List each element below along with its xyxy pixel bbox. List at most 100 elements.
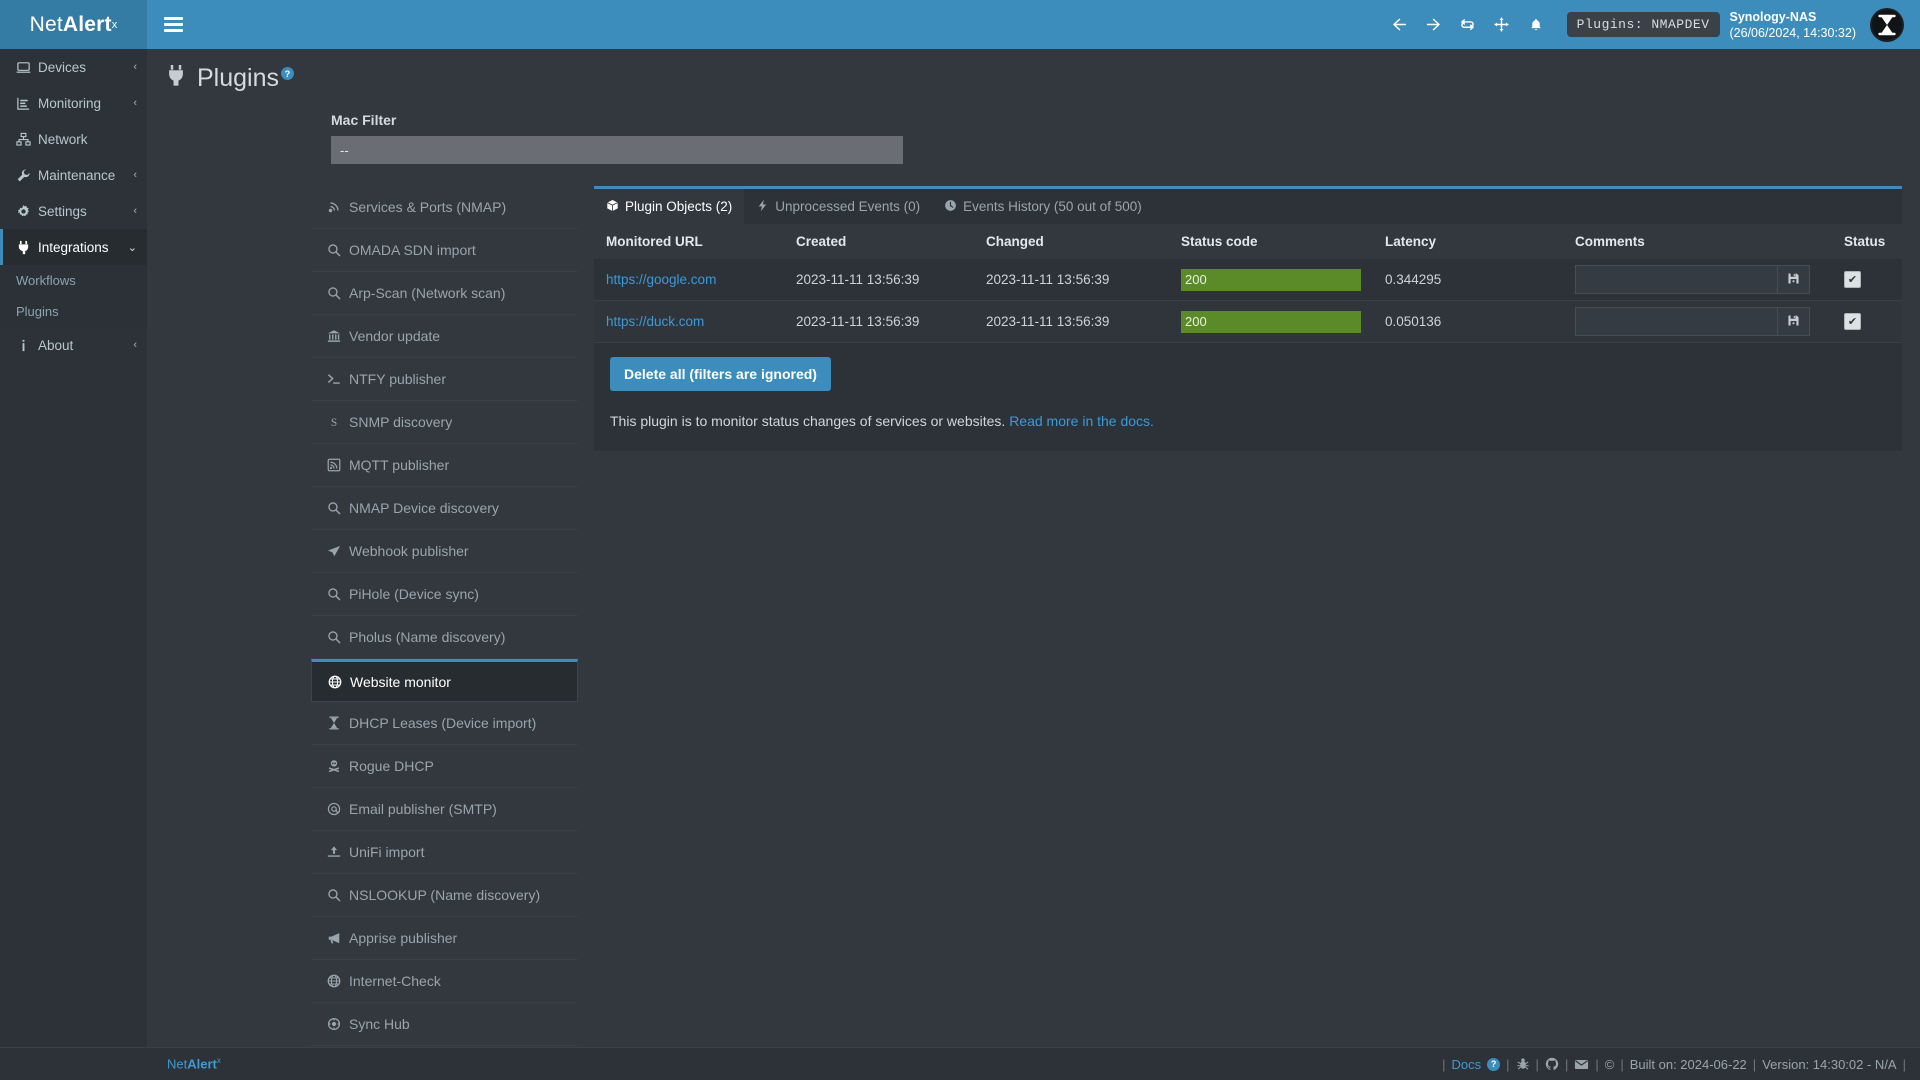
delete-all-button[interactable]: Delete all (filters are ignored)	[610, 357, 831, 391]
body-wrapper: Devices ‹ Monitoring ‹ Network Maintenan…	[0, 49, 1920, 1047]
list-item[interactable]: OMADA SDN import	[311, 229, 578, 272]
comment-input[interactable]	[1575, 307, 1777, 336]
list-item[interactable]: DHCP Leases (Device import)	[311, 702, 578, 745]
at-icon	[327, 802, 349, 816]
sidebar-item-settings[interactable]: Settings ‹	[0, 193, 147, 229]
list-item[interactable]: Pholus (Name discovery)	[311, 616, 578, 659]
list-item[interactable]: Sync Hub	[311, 1003, 578, 1046]
list-item[interactable]: NSLOOKUP (Name discovery)	[311, 874, 578, 917]
copyright-icon[interactable]: ©	[1604, 1056, 1615, 1072]
cell-status: ✔	[1832, 300, 1902, 343]
column-status-code[interactable]: Status code	[1169, 224, 1373, 259]
search-icon	[327, 286, 349, 300]
list-item[interactable]: MQTT publisher	[311, 444, 578, 487]
list-item-label: Services & Ports (NMAP)	[349, 199, 507, 215]
sidebar-item-about[interactable]: About ‹	[0, 327, 147, 363]
move-icon[interactable]	[1485, 0, 1519, 49]
sidebar-item-label: Network	[38, 131, 88, 147]
bolt-icon	[756, 199, 769, 215]
column-comments[interactable]: Comments	[1563, 224, 1832, 259]
sidebar-item-maintenance[interactable]: Maintenance ‹	[0, 157, 147, 193]
brand-logo[interactable]: Net Alert x	[0, 0, 147, 49]
brand-alert: Alert	[62, 12, 112, 36]
monitored-url-link[interactable]: https://duck.com	[606, 314, 705, 329]
arrow-left-icon[interactable]	[1383, 0, 1417, 49]
help-badge[interactable]: ?	[281, 67, 294, 81]
arrow-right-icon[interactable]	[1417, 0, 1451, 49]
status-checkbox[interactable]: ✔	[1844, 313, 1861, 330]
list-item-label: Arp-Scan (Network scan)	[349, 285, 506, 301]
list-item[interactable]: Internet-Check	[311, 960, 578, 1003]
cell-comments	[1563, 259, 1832, 301]
list-item[interactable]: Rogue DHCP	[311, 745, 578, 788]
plugin-detail-panel: Plugin Objects (2) Unprocessed Events (0…	[594, 186, 1902, 451]
status-checkbox[interactable]: ✔	[1844, 271, 1861, 288]
rss-icon	[327, 458, 349, 472]
footer-docs-link[interactable]: Docs	[1451, 1056, 1482, 1072]
footer-version: Version: 14:30:02 - N/A	[1762, 1056, 1897, 1072]
column-latency[interactable]: Latency	[1373, 224, 1563, 259]
s-letter-icon: S	[327, 415, 349, 429]
chart-icon	[16, 96, 38, 111]
sidebar-item-plugins[interactable]: Plugins	[0, 296, 147, 327]
plugin-objects-table: Monitored URL Created Changed Status cod…	[594, 224, 1902, 343]
list-item[interactable]: Webhook publisher	[311, 530, 578, 573]
page-title-text: Plugins	[197, 64, 279, 92]
docs-link[interactable]: Read more in the docs.	[1009, 413, 1154, 429]
refresh-icon[interactable]	[1451, 0, 1485, 49]
list-item[interactable]: Vendor update	[311, 315, 578, 358]
list-item[interactable]: Services & Ports (NMAP)	[311, 186, 578, 229]
sidebar-item-monitoring[interactable]: Monitoring ‹	[0, 85, 147, 121]
bug-icon[interactable]	[1516, 1057, 1530, 1071]
list-item[interactable]: Apprise publisher	[311, 917, 578, 960]
list-item[interactable]: NTFY publisher	[311, 358, 578, 401]
comment-input[interactable]	[1575, 265, 1777, 294]
sidebar-item-integrations[interactable]: Integrations ⌄	[0, 229, 147, 265]
column-status[interactable]: Status	[1832, 224, 1902, 259]
mac-filter-input[interactable]	[331, 136, 903, 164]
cell-monitored-url: https://duck.com	[594, 300, 784, 343]
broadcast-icon	[327, 200, 349, 214]
page-title: Plugins?	[197, 63, 294, 93]
envelope-icon[interactable]	[1574, 1057, 1589, 1072]
sidebar-item-devices[interactable]: Devices ‹	[0, 49, 147, 85]
sidebar-item-network[interactable]: Network	[0, 121, 147, 157]
list-item-website-monitor[interactable]: Website monitor	[311, 659, 578, 702]
tab-plugin-objects[interactable]: Plugin Objects (2)	[594, 189, 745, 224]
tab-label: Unprocessed Events (0)	[775, 199, 921, 214]
footer-brand[interactable]: NetAlertx	[147, 1056, 221, 1071]
cube-icon	[606, 199, 619, 215]
list-item[interactable]: S SNMP discovery	[311, 401, 578, 444]
save-comment-button[interactable]	[1777, 307, 1810, 336]
svg-text:S: S	[331, 417, 337, 429]
panel-description: This plugin is to monitor status changes…	[610, 413, 1886, 429]
column-monitored-url[interactable]: Monitored URL	[594, 224, 784, 259]
search-icon	[327, 501, 349, 515]
list-item[interactable]: UniFi import	[311, 831, 578, 874]
tab-events-history[interactable]: Events History (50 out of 500)	[932, 189, 1154, 224]
cell-latency: 0.344295	[1373, 259, 1563, 301]
list-item[interactable]: Arp-Scan (Network scan)	[311, 272, 578, 315]
bell-icon[interactable]	[1519, 0, 1553, 49]
sidebar-toggle-button[interactable]	[147, 0, 199, 49]
footer-separator: |	[1752, 1056, 1757, 1072]
list-item[interactable]: PiHole (Device sync)	[311, 573, 578, 616]
footer-docs-badge[interactable]: ?	[1487, 1057, 1501, 1071]
list-item[interactable]: NMAP Device discovery	[311, 487, 578, 530]
column-created[interactable]: Created	[784, 224, 974, 259]
sidebar-subitem-label: Plugins	[16, 304, 59, 319]
list-item-label: UniFi import	[349, 844, 425, 860]
search-icon	[327, 630, 349, 644]
save-comment-button[interactable]	[1777, 265, 1810, 294]
avatar[interactable]	[1870, 7, 1904, 42]
chevron-left-icon: ‹	[133, 205, 137, 217]
github-icon[interactable]	[1545, 1057, 1559, 1071]
footer-brand-alert: Alert	[187, 1056, 217, 1072]
monitored-url-link[interactable]: https://google.com	[606, 272, 717, 287]
footer-right: | Docs ? | | | | © | Built on: 2024-06-2…	[221, 1057, 1920, 1072]
sidebar-item-workflows[interactable]: Workflows	[0, 265, 147, 296]
footer-separator: |	[1595, 1056, 1599, 1072]
list-item[interactable]: Email publisher (SMTP)	[311, 788, 578, 831]
column-changed[interactable]: Changed	[974, 224, 1169, 259]
tab-unprocessed-events[interactable]: Unprocessed Events (0)	[744, 189, 932, 224]
